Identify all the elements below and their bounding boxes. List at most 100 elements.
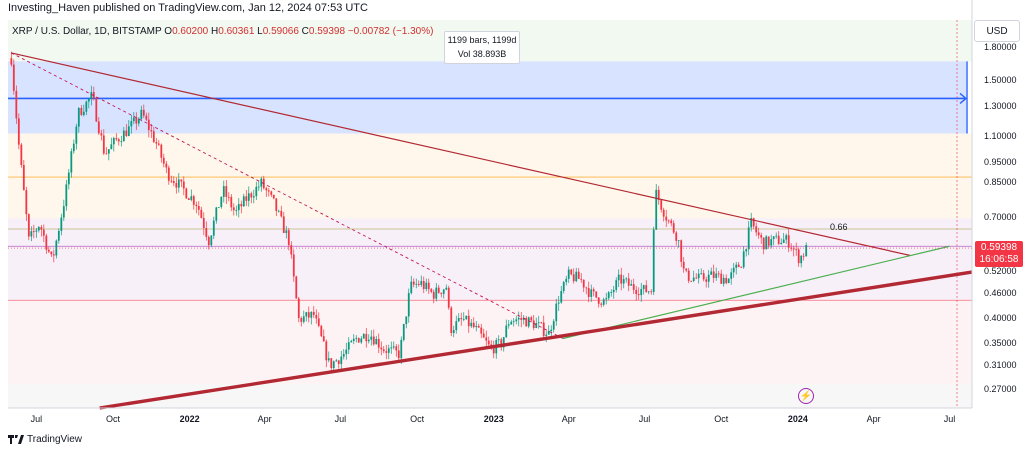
candle-body: [462, 319, 465, 320]
candle-body: [135, 117, 138, 124]
candle-body: [142, 109, 145, 116]
candle-body: [720, 273, 723, 284]
candle-body: [27, 214, 30, 237]
candle-body: [95, 98, 98, 122]
candle-body: [410, 281, 413, 294]
candle-body: [97, 121, 100, 134]
candle-body: [527, 317, 530, 327]
green_support: [562, 245, 950, 340]
purple_zone: [8, 218, 972, 301]
candle-body: [362, 333, 365, 339]
lightning-icon[interactable]: ⚡: [798, 388, 814, 404]
candle-body: [112, 138, 115, 145]
candle-body: [667, 220, 670, 222]
candle-body: [190, 196, 193, 200]
candle-body: [562, 282, 565, 292]
candle-body: [532, 320, 535, 329]
candle-body: [82, 111, 85, 115]
candle-body: [155, 142, 158, 144]
candle-body: [727, 278, 730, 284]
candle-body: [110, 144, 113, 150]
y-tick-label: 1.80000: [984, 41, 1017, 52]
candle-body: [67, 172, 70, 185]
candle-body: [447, 287, 450, 308]
candle-body: [457, 317, 460, 322]
candle-body: [660, 200, 663, 210]
candle-body: [280, 210, 283, 217]
candle-body: [185, 188, 188, 199]
candle-body: [187, 198, 190, 200]
candle-body: [137, 118, 140, 124]
candle-body: [205, 228, 208, 237]
candle-body: [177, 179, 180, 188]
orange_zone: [8, 133, 972, 219]
candle-body: [775, 235, 778, 237]
candle-body: [285, 230, 288, 233]
candle-body: [657, 189, 660, 201]
range-tooltip: 1199 bars, 1199d Vol 38.893B: [444, 31, 520, 64]
major_support: [99, 270, 973, 410]
candle-body: [397, 350, 400, 359]
candle-body: [347, 342, 350, 350]
candle-body: [730, 272, 733, 279]
candle-body: [165, 163, 168, 168]
currency-button[interactable]: USD: [974, 20, 1020, 42]
candle-body: [467, 315, 470, 327]
y-tick-label: 0.95000: [984, 157, 1017, 168]
candle-body: [340, 356, 343, 365]
candle-body: [420, 281, 423, 285]
candle-body: [45, 235, 48, 250]
candle-body: [570, 269, 573, 275]
candle-body: [712, 271, 715, 278]
candle-body: [260, 178, 263, 187]
candle-body: [645, 285, 648, 293]
y-tick-label: 0.52000: [984, 266, 1017, 277]
candle-body: [640, 288, 643, 296]
candle-body: [600, 303, 603, 305]
candle-body: [57, 230, 60, 241]
candle-body: [287, 230, 290, 246]
candle-body: [455, 321, 458, 331]
candle-body: [320, 325, 323, 337]
symbol-name[interactable]: XRP / U.S. Dollar, 1D, BITSTAMP: [12, 26, 162, 37]
candle-body: [175, 183, 178, 188]
candle-body: [492, 346, 495, 354]
candle-body: [412, 281, 415, 285]
x-tick-label: Apr: [866, 414, 881, 424]
candle-body: [115, 138, 118, 140]
y-tick-label: 1.10000: [984, 130, 1017, 141]
candle-body: [685, 268, 688, 271]
candle-body: [167, 167, 170, 181]
footer-brand[interactable]: TradingView: [8, 434, 82, 445]
candle-body: [440, 292, 443, 294]
candle-body: [740, 266, 743, 268]
candle-body: [747, 227, 750, 250]
candle-body: [332, 361, 335, 369]
candle-body: [427, 282, 430, 290]
candle-body: [37, 227, 40, 231]
candle-body: [252, 196, 255, 198]
candle-body: [145, 115, 148, 120]
candle-body: [432, 291, 435, 299]
candle-body: [372, 336, 375, 345]
candle-body: [402, 324, 405, 340]
candle-body: [430, 289, 433, 292]
candle-body: [312, 311, 315, 316]
candle-body: [375, 338, 378, 345]
candle-body: [767, 236, 770, 246]
candle-body: [370, 336, 373, 340]
low-label: L: [257, 26, 263, 37]
candle-body: [510, 321, 513, 325]
candle-body: [470, 322, 473, 327]
x-tick-label: Oct: [410, 414, 425, 424]
x-tick-label: 2022: [179, 414, 200, 424]
candle-body: [647, 291, 650, 293]
candle-body: [132, 117, 135, 122]
candle-body: [607, 292, 610, 299]
candle-body: [710, 271, 713, 275]
candle-body: [297, 298, 300, 319]
candle-body: [560, 291, 563, 303]
candle-body: [75, 126, 78, 144]
candle-body: [750, 218, 753, 228]
